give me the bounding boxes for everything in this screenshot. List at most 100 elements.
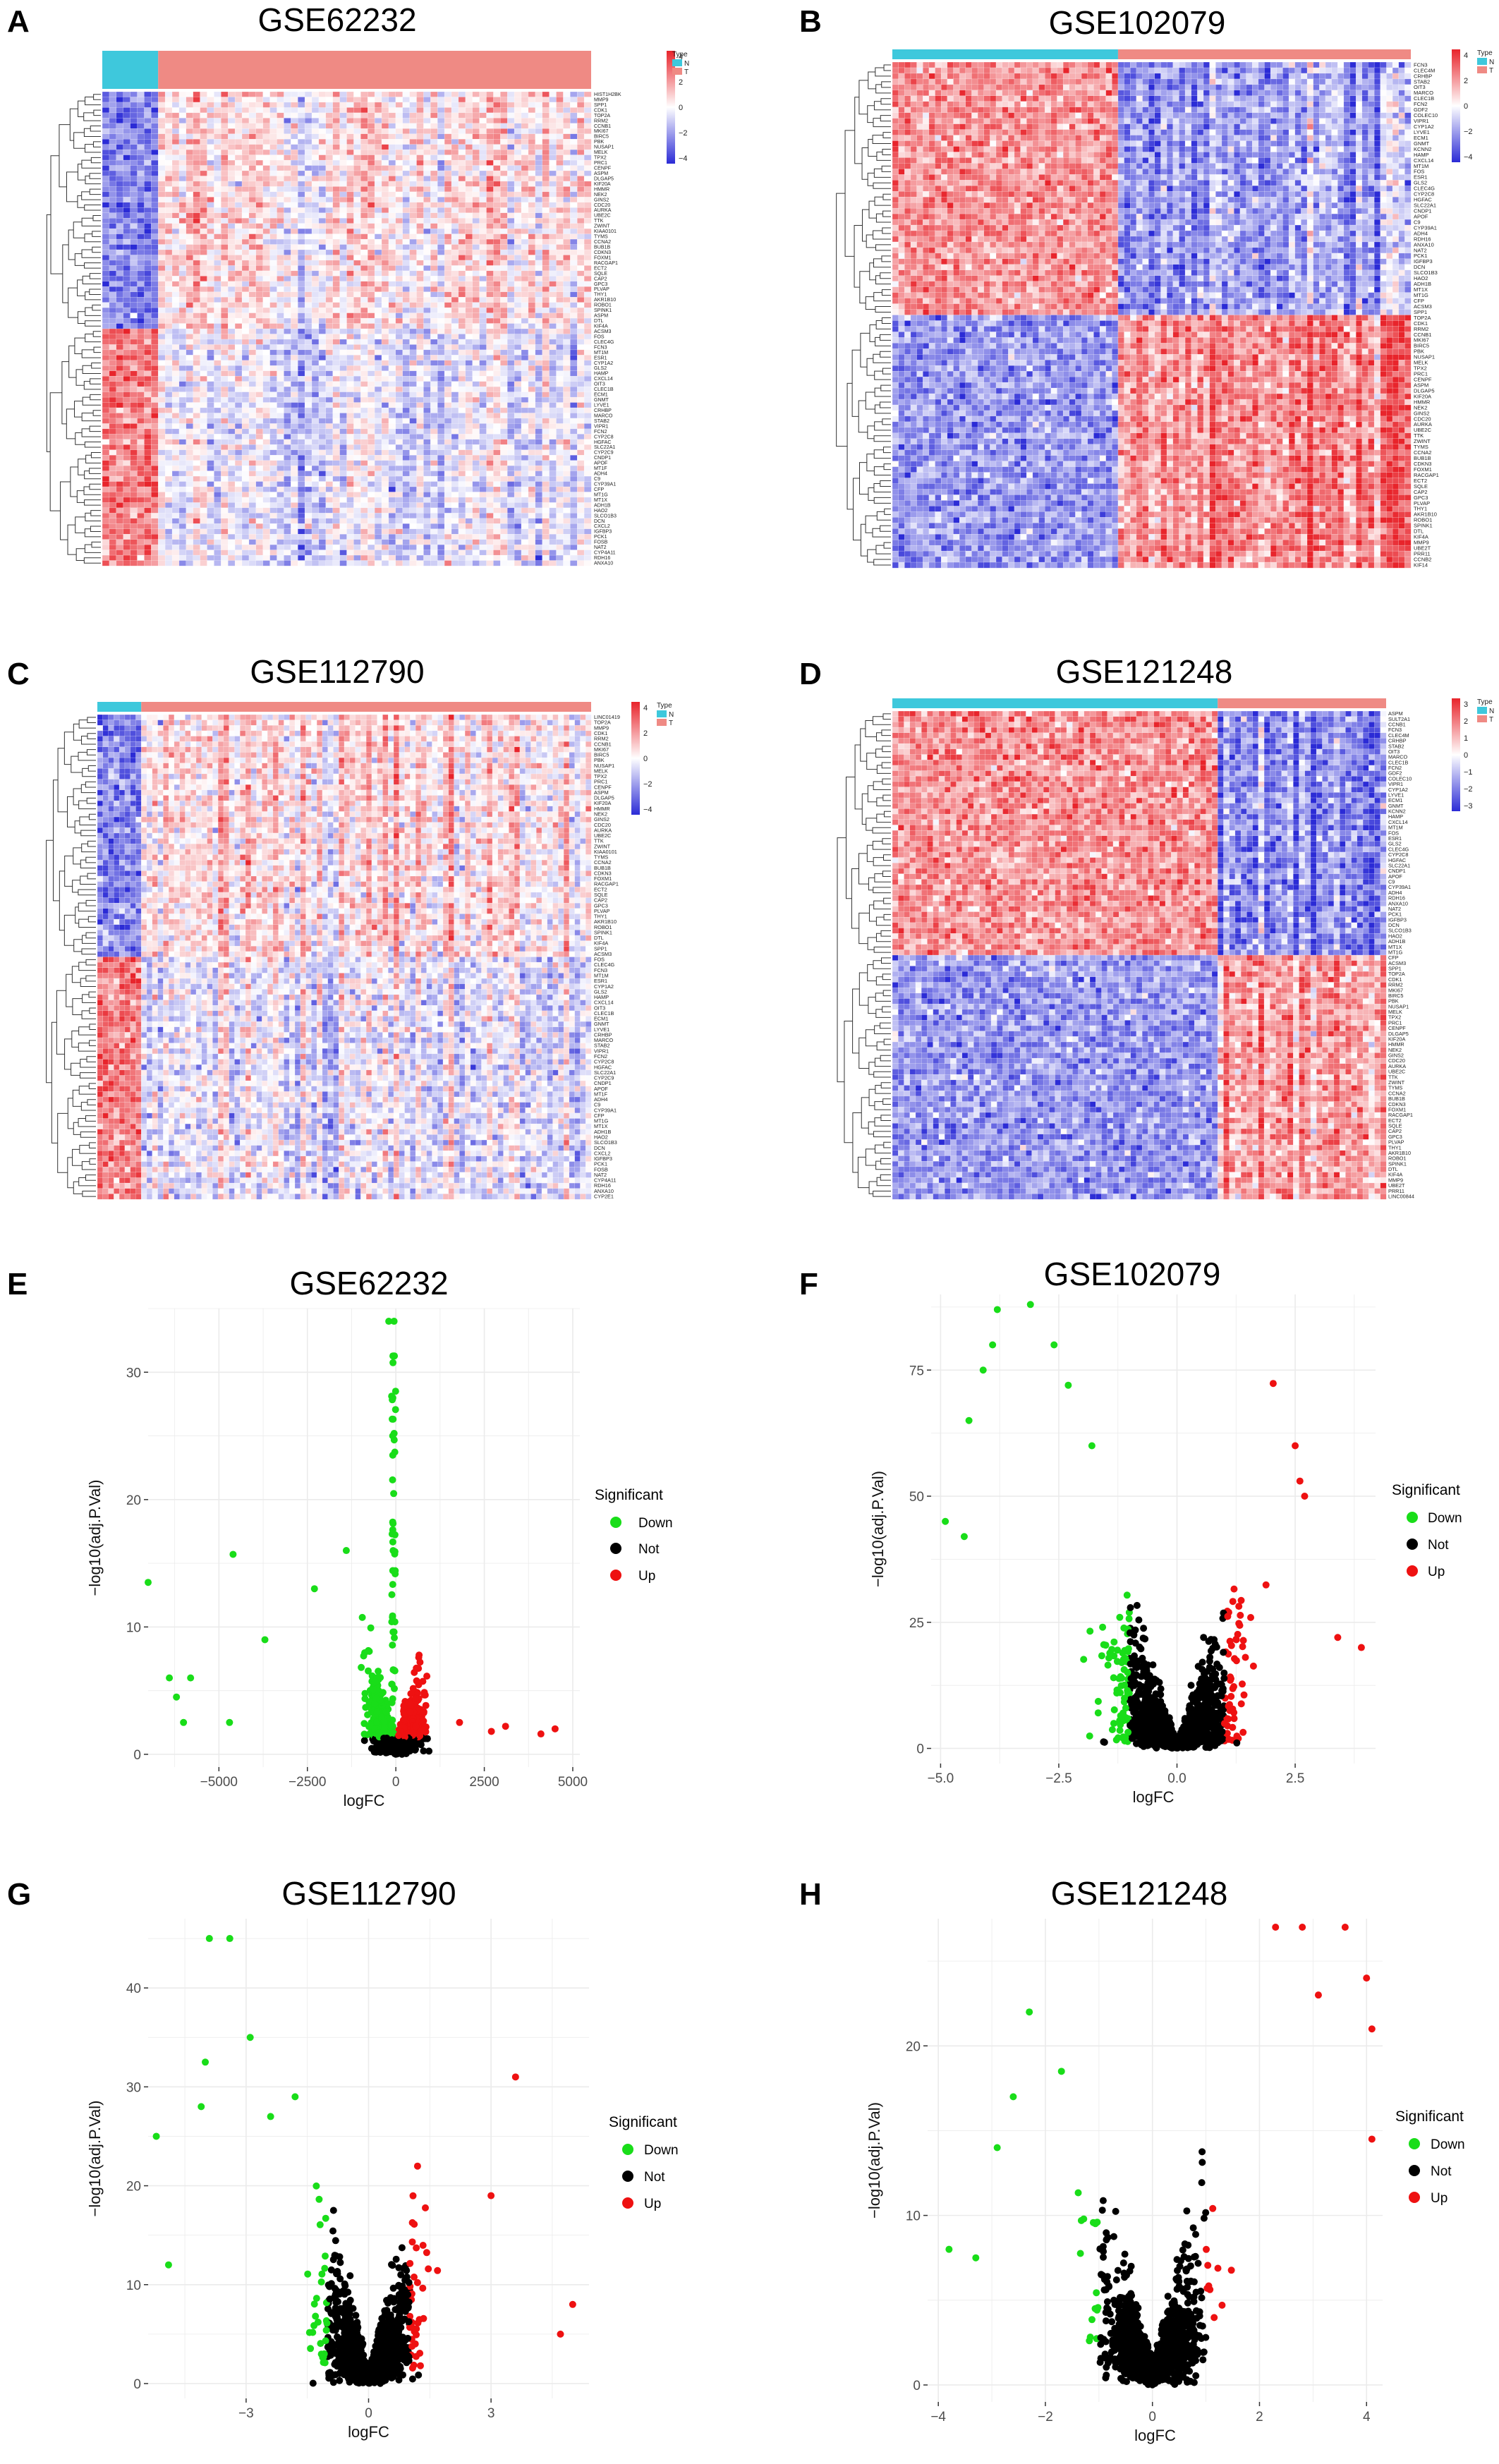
heatmap-cell bbox=[158, 145, 165, 150]
legend-down-label: Down bbox=[1431, 2137, 1465, 2152]
heatmap-cell bbox=[500, 97, 507, 102]
heatmap-cell bbox=[430, 134, 437, 140]
heatmap-cell bbox=[396, 118, 403, 123]
heatmap-cell bbox=[221, 166, 228, 171]
heatmap-cell bbox=[235, 107, 242, 113]
heatmap-cell bbox=[256, 134, 263, 140]
heatmap-cell bbox=[214, 123, 221, 129]
heatmap-cell bbox=[123, 155, 131, 161]
heatmap-cell bbox=[584, 128, 591, 134]
heatmap-cell bbox=[165, 134, 172, 140]
heatmap-cell bbox=[340, 102, 347, 108]
legend-down-key bbox=[622, 2144, 633, 2155]
heatmap-cell bbox=[165, 107, 172, 113]
heatmap-cell bbox=[144, 150, 151, 155]
heatmap-cell bbox=[550, 123, 557, 129]
heatmap-cell bbox=[242, 128, 249, 134]
heatmap-cell bbox=[473, 123, 480, 129]
heatmap-cell bbox=[507, 166, 514, 171]
heatmap-cell bbox=[340, 123, 347, 129]
heatmap-cell bbox=[389, 145, 396, 150]
heatmap-cell bbox=[158, 123, 165, 129]
heatmap-cell bbox=[186, 166, 193, 171]
heatmap-cell bbox=[521, 139, 528, 145]
heatmap-cell bbox=[410, 118, 417, 123]
heatmap-cell bbox=[123, 113, 131, 119]
legend-not-label: Not bbox=[644, 2170, 665, 2185]
heatmap-cell bbox=[430, 92, 437, 97]
heatmap-cell bbox=[131, 102, 138, 108]
heatmap-cell bbox=[221, 113, 228, 119]
heatmap-cell bbox=[326, 97, 333, 102]
heatmap-cell bbox=[340, 113, 347, 119]
panel-title-H: GSE121248 bbox=[1051, 1875, 1228, 1912]
heatmap-cell bbox=[116, 150, 123, 155]
heatmap-cell bbox=[193, 92, 200, 97]
heatmap-cell bbox=[165, 92, 172, 97]
heatmap-cell bbox=[382, 107, 389, 113]
heatmap-cell bbox=[131, 92, 138, 97]
heatmap-cell bbox=[256, 123, 263, 129]
heatmap-cell bbox=[480, 145, 487, 150]
heatmap-cell bbox=[221, 145, 228, 150]
heatmap-cell bbox=[131, 145, 138, 150]
heatmap-cell bbox=[466, 166, 473, 171]
heatmap-cell bbox=[242, 155, 249, 161]
heatmap-cell bbox=[444, 139, 451, 145]
heatmap-cell bbox=[389, 160, 396, 166]
heatmap-cell bbox=[493, 166, 500, 171]
heatmap-cell bbox=[423, 92, 430, 97]
heatmap-cell bbox=[437, 166, 444, 171]
heatmap-cell bbox=[423, 123, 430, 129]
heatmap-cell bbox=[403, 107, 410, 113]
heatmap-cell bbox=[430, 150, 437, 155]
legend-not-key bbox=[610, 1543, 621, 1554]
heatmap-cell bbox=[542, 145, 550, 150]
heatmap-cell bbox=[131, 134, 138, 140]
heatmap-cell bbox=[550, 92, 557, 97]
heatmap-cell bbox=[382, 145, 389, 150]
heatmap-cell bbox=[493, 128, 500, 134]
heatmap-cell bbox=[473, 155, 480, 161]
heatmap-cell bbox=[228, 97, 235, 102]
heatmap-cell bbox=[138, 160, 145, 166]
heatmap-cell bbox=[437, 139, 444, 145]
heatmap-cell bbox=[319, 92, 326, 97]
heatmap-cell bbox=[235, 134, 242, 140]
heatmap-cell bbox=[353, 139, 360, 145]
heatmap-cell bbox=[473, 160, 480, 166]
heatmap-cell bbox=[466, 134, 473, 140]
heatmap-cell bbox=[493, 155, 500, 161]
heatmap-cell bbox=[298, 160, 305, 166]
heatmap-cell bbox=[326, 134, 333, 140]
heatmap-cell bbox=[444, 102, 451, 108]
heatmap-cell bbox=[570, 97, 577, 102]
heatmap-cell bbox=[235, 97, 242, 102]
heatmap-cell bbox=[340, 134, 347, 140]
heatmap-cell bbox=[256, 166, 263, 171]
legend-down-label: Down bbox=[1428, 1511, 1462, 1526]
heatmap-cell bbox=[235, 150, 242, 155]
heatmap-cell bbox=[466, 92, 473, 97]
heatmap-cell bbox=[172, 107, 179, 113]
heatmap-cell bbox=[514, 113, 521, 119]
heatmap-cell bbox=[179, 113, 186, 119]
heatmap-cell bbox=[368, 145, 375, 150]
heatmap-cell bbox=[270, 145, 277, 150]
heatmap-cell bbox=[557, 107, 564, 113]
heatmap-cell bbox=[305, 97, 312, 102]
heatmap-cell bbox=[319, 160, 326, 166]
heatmap-cell bbox=[214, 118, 221, 123]
heatmap-cell bbox=[542, 113, 550, 119]
heatmap-cell bbox=[221, 123, 228, 129]
heatmap-cell bbox=[493, 118, 500, 123]
heatmap-cell bbox=[459, 92, 466, 97]
heatmap-cell bbox=[563, 139, 570, 145]
heatmap-cell bbox=[333, 128, 340, 134]
heatmap-cell bbox=[507, 107, 514, 113]
heatmap-cell bbox=[242, 150, 249, 155]
heatmap-cell bbox=[319, 150, 326, 155]
legend-down-label: Down bbox=[638, 1516, 673, 1531]
heatmap-cell bbox=[557, 145, 564, 150]
heatmap-cell bbox=[312, 150, 319, 155]
